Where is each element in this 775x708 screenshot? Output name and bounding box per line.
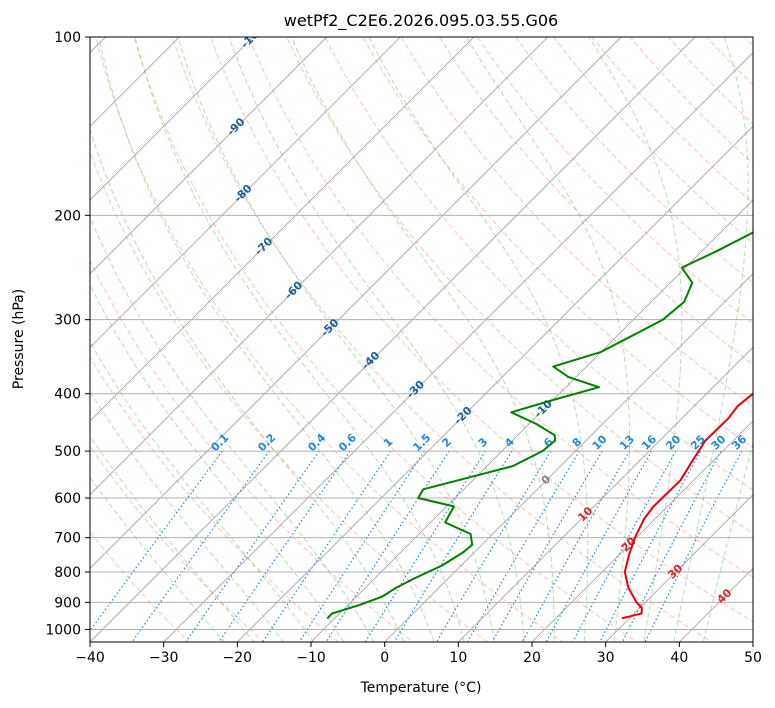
isotherm-line	[236, 125, 753, 642]
moist-adiabat-line	[90, 435, 255, 642]
dry-adiabat-line	[210, 37, 753, 623]
data-series	[326, 231, 753, 620]
isotherm-line	[90, 37, 549, 496]
x-tick-label: 20	[523, 650, 541, 666]
isotherm-line	[90, 37, 475, 422]
mixing-ratio-line	[364, 450, 486, 642]
moist-adiabat-line	[673, 37, 749, 642]
x-tick-label: −40	[75, 650, 105, 666]
dry-adiabat-line	[591, 37, 753, 204]
plot-frame	[89, 36, 754, 643]
x-tick-label: 30	[597, 650, 615, 666]
dry-adiabat-line	[90, 150, 489, 642]
moist-adiabat-line	[98, 37, 435, 642]
pressure-gridlines	[90, 37, 753, 630]
x-tick-label: −10	[296, 650, 326, 666]
skewed-isotherms	[90, 37, 753, 642]
moist-adiabat-line	[90, 340, 315, 642]
moist-adiabat-line	[90, 283, 345, 642]
isotherm-line	[384, 273, 753, 642]
moist-adiabat-line	[588, 37, 683, 642]
mixing-ratio-line	[621, 450, 722, 642]
y-axis: 100 200 300 400 500 600 700 800 900 1000	[45, 30, 90, 638]
y-tick-label: 300	[54, 313, 81, 329]
dry-adiabat-line	[171, 37, 713, 642]
x-tick-label: 0	[380, 650, 389, 666]
moist-adiabat-line	[228, 37, 525, 642]
x-tick-label: 50	[744, 650, 762, 666]
y-tick-label: 600	[54, 491, 81, 507]
moist-adiabat-line	[368, 37, 589, 642]
dry-adiabat-line	[362, 37, 753, 449]
mixing-ratio-line	[131, 450, 270, 642]
y-tick-label: 800	[54, 565, 81, 581]
dry-adiabat-line	[133, 37, 639, 642]
isotherm-line	[90, 37, 622, 569]
isotherm-line	[605, 494, 753, 642]
moist-adiabat-line	[134, 37, 465, 642]
moist-adiabat-line	[291, 37, 555, 642]
moist-adiabat-line	[90, 390, 285, 642]
y-tick-label: 900	[54, 595, 81, 611]
isotherm-line	[90, 37, 401, 348]
y-tick-label: 700	[54, 531, 81, 547]
y-tick-label: 1000	[45, 622, 81, 638]
dry-adiabat-line	[438, 37, 753, 366]
moist-adiabats	[90, 37, 753, 642]
isotherm-line	[531, 420, 753, 642]
mixing-ratio-line	[545, 450, 653, 642]
x-axis-title: Temperature (°C)	[360, 680, 482, 696]
mixing-ratio-line	[185, 450, 320, 642]
dry-adiabats	[90, 37, 753, 642]
dry-adiabat-line	[95, 37, 564, 642]
x-tick-label: −30	[149, 650, 179, 666]
mixing-ratio-line	[393, 450, 513, 642]
mixing-ratio-line	[90, 450, 223, 632]
isotherm-line	[90, 37, 254, 201]
moist-adiabat-line	[90, 127, 405, 642]
x-axis: −40 −30 −20 −10 0 10 20 30 40 50	[75, 642, 762, 666]
y-tick-label: 400	[54, 387, 81, 403]
mixing-ratio-line	[599, 450, 702, 642]
mixing-ratio-lines	[90, 450, 743, 642]
dry-adiabat-line	[515, 37, 753, 284]
moist-adiabat-line	[702, 440, 753, 642]
isotherm-line	[310, 199, 753, 642]
x-tick-label: 40	[670, 650, 688, 666]
y-axis-title: Pressure (hPa)	[11, 289, 27, 389]
dry-adiabat-line	[324, 37, 753, 491]
plot-area: -100-90-80-70-60-50-40-30-20-10010203040…	[90, 37, 753, 642]
isotherm-line	[90, 37, 328, 275]
chart-title: wetPf2_C2E6.2026.095.03.55.G06	[284, 11, 558, 31]
y-tick-label: 200	[54, 208, 81, 224]
dry-adiabat-line	[90, 259, 414, 642]
isotherm-line	[163, 52, 753, 642]
x-tick-label: 10	[449, 650, 467, 666]
dewpoint-profile-line	[326, 231, 753, 620]
moist-adiabat-line	[90, 476, 225, 642]
mixing-ratio-line	[435, 450, 552, 642]
mixing-ratio-line	[325, 450, 450, 642]
y-tick-label: 100	[54, 30, 81, 46]
isotherm-line	[457, 346, 753, 642]
mixing-ratio-line	[218, 450, 351, 642]
mixing-ratio-line	[644, 450, 743, 642]
dry-adiabat-line	[248, 37, 753, 578]
isotherm-line	[90, 37, 696, 642]
dry-adiabat-line	[286, 37, 753, 534]
temperature-profile-line	[621, 392, 753, 620]
y-tick-label: 500	[54, 444, 81, 460]
dry-adiabat-line	[90, 445, 265, 642]
mixing-ratio-line	[572, 450, 677, 642]
dry-adiabat-line	[400, 37, 753, 407]
x-tick-label: −20	[223, 650, 253, 666]
dry-adiabat-line	[477, 37, 753, 325]
